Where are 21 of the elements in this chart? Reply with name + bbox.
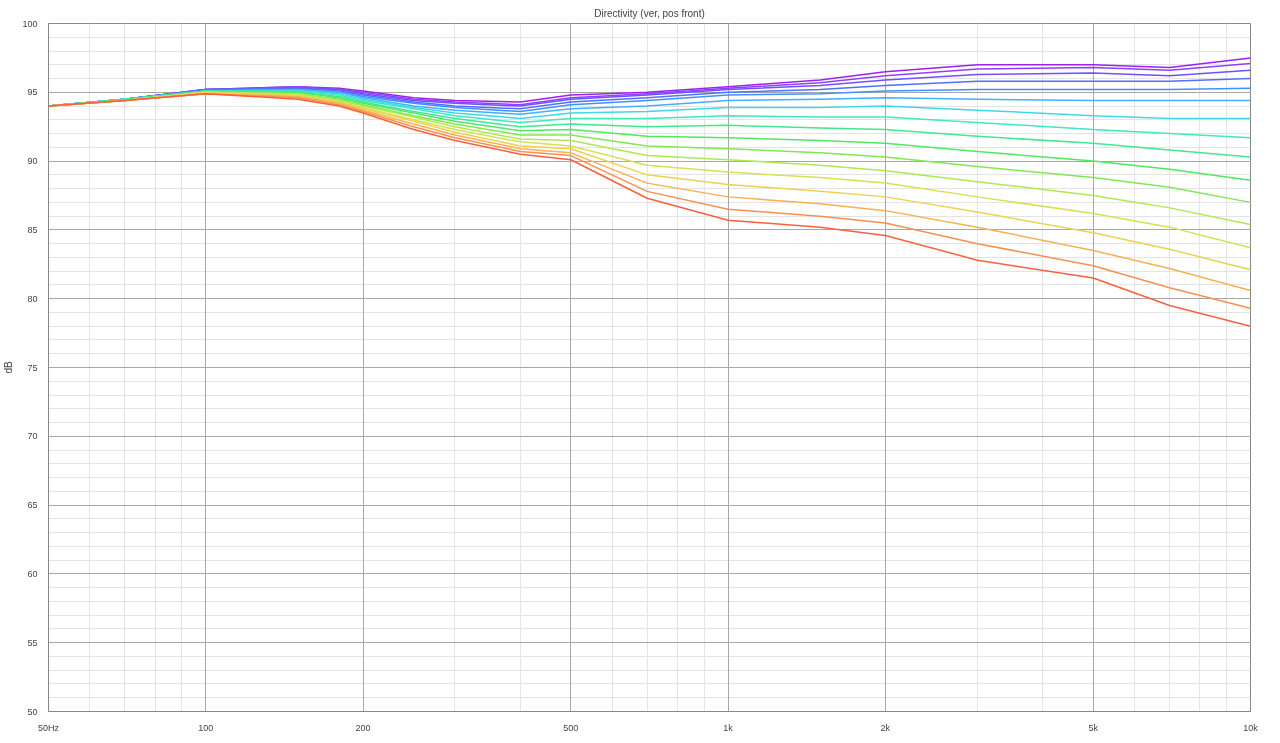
y-tick-label: 90 (27, 156, 38, 167)
chart-title: Directivity (ver, pos front) (594, 7, 705, 19)
y-tick-label: 65 (27, 500, 38, 511)
x-tick-label: 200 (355, 722, 371, 733)
y-tick-label: 50 (27, 706, 38, 717)
x-tick-label: 50Hz (37, 722, 60, 733)
x-tick-label: 10k (1243, 722, 1259, 733)
y-tick-label: 80 (27, 293, 38, 304)
y-tick-label: 75 (27, 362, 38, 373)
x-tick-label: 2k (880, 722, 891, 733)
y-tick-label: 55 (27, 637, 38, 648)
y-tick-label: 95 (27, 87, 38, 98)
y-tick-label: 60 (27, 568, 38, 579)
x-tick-label: 100 (198, 722, 214, 733)
x-tick-label: 5k (1088, 722, 1099, 733)
x-tick-label: 500 (563, 722, 579, 733)
y-tick-label: 100 (22, 18, 38, 29)
y-tick-label: 85 (27, 224, 38, 235)
y-tick-label: 70 (27, 431, 38, 442)
x-tick-label: 1k (723, 722, 734, 733)
y-axis-title: dB (3, 361, 15, 374)
